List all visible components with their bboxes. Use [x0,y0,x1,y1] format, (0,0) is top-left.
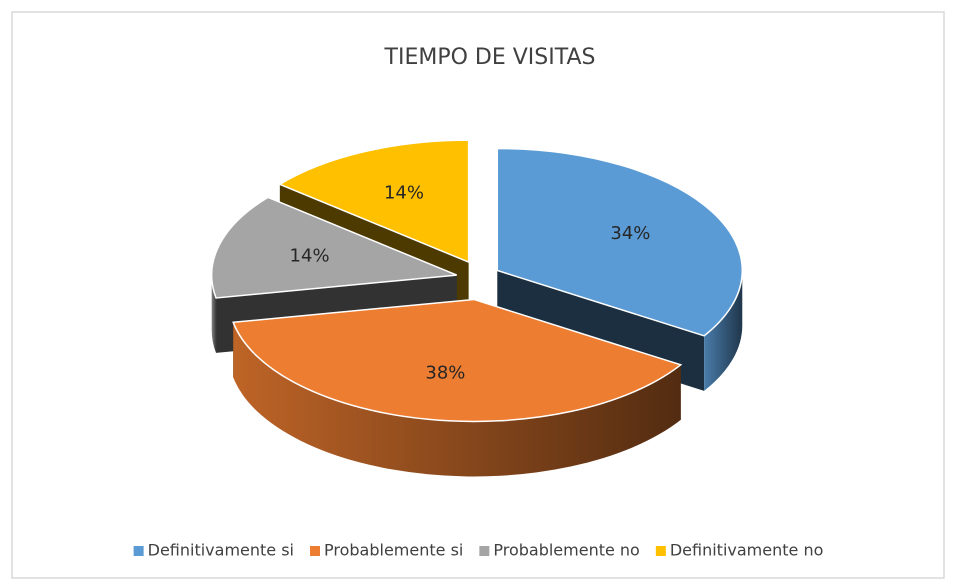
legend-label: Definitivamente no [670,541,824,560]
legend-swatch [655,546,666,556]
legend-label: Definitivamente si [148,541,294,560]
slice-top [496,147,744,337]
slice-wall [233,322,681,477]
data-label: 14% [290,245,330,266]
slice-wall [211,275,217,353]
legend-label: Probablemente no [493,541,640,560]
slice-wall [704,270,743,391]
slice [232,298,683,477]
slice-top [278,139,470,264]
slice-top [210,196,457,299]
data-label: 34% [610,223,650,244]
legend-swatch [479,546,490,556]
data-label: 38% [425,363,465,384]
legend-swatch [133,546,144,556]
chart-title: TIEMPO DE VISITAS [384,45,596,70]
slice-top [232,298,683,423]
legend-label: Probablemente si [324,541,463,560]
data-label: 14% [384,183,424,204]
chart-frame [11,11,945,579]
legend-swatch [310,546,320,556]
